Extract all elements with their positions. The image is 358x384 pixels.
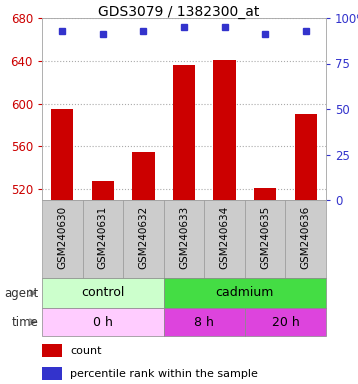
Text: GSM240634: GSM240634: [219, 206, 229, 270]
Bar: [42, 200, 83, 278]
Bar: [173, 65, 195, 200]
Bar: [132, 152, 155, 200]
Bar: [92, 181, 114, 200]
Bar: [164, 278, 326, 308]
Bar: [42, 308, 164, 336]
Bar: [295, 114, 317, 200]
Text: count: count: [71, 346, 102, 356]
Bar: [123, 200, 164, 278]
Text: GSM240631: GSM240631: [98, 206, 108, 270]
Text: 20 h: 20 h: [272, 316, 299, 328]
Bar: [245, 200, 285, 278]
Text: GDS3079 / 1382300_at: GDS3079 / 1382300_at: [98, 5, 260, 19]
Text: GSM240633: GSM240633: [179, 206, 189, 270]
Text: agent: agent: [4, 286, 38, 300]
Text: GSM240632: GSM240632: [139, 206, 149, 270]
Text: 8 h: 8 h: [194, 316, 214, 328]
Bar: [245, 308, 326, 336]
Text: GSM240630: GSM240630: [57, 206, 67, 269]
Bar: [83, 200, 123, 278]
Bar: [42, 367, 62, 380]
Text: control: control: [81, 286, 125, 300]
Text: 0 h: 0 h: [93, 316, 113, 328]
Bar: [285, 200, 326, 278]
Bar: [213, 60, 236, 200]
Text: time: time: [11, 316, 38, 328]
Text: GSM240636: GSM240636: [301, 206, 311, 270]
Text: percentile rank within the sample: percentile rank within the sample: [71, 369, 258, 379]
Bar: [51, 109, 73, 200]
Bar: [42, 344, 62, 358]
Bar: [204, 200, 245, 278]
Bar: [42, 278, 164, 308]
Text: cadmium: cadmium: [216, 286, 274, 300]
Bar: [164, 200, 204, 278]
Bar: [254, 188, 276, 200]
Text: GSM240635: GSM240635: [260, 206, 270, 270]
Bar: [164, 308, 245, 336]
